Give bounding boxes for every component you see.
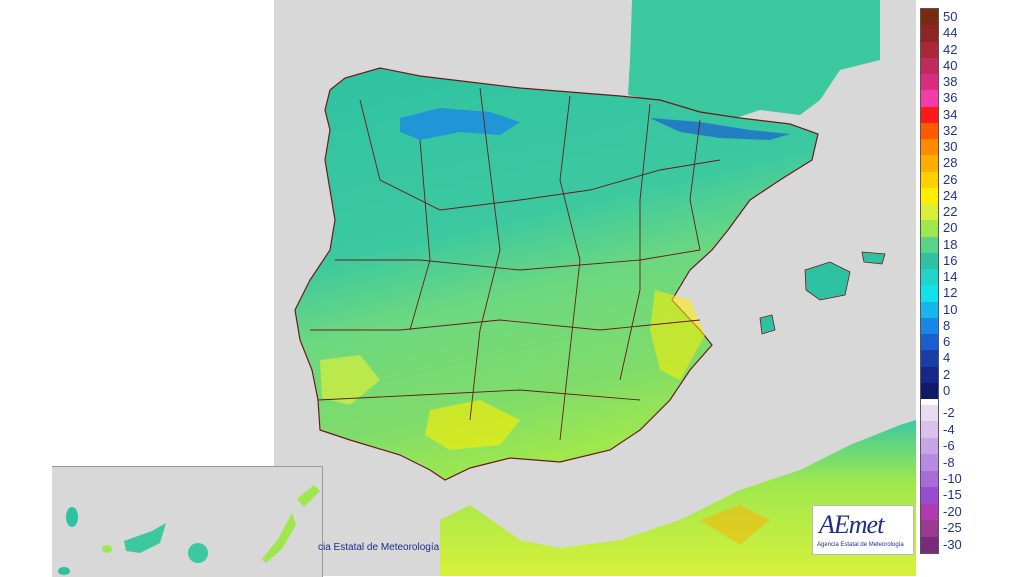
legend-label: 2 (943, 366, 951, 382)
legend-label: 26 (943, 171, 958, 187)
mallorca (804, 261, 851, 301)
map-canvas (294, 0, 916, 576)
legend-label: 10 (943, 301, 958, 317)
legend-swatch (921, 382, 938, 400)
legend-label: -10 (943, 471, 962, 486)
legend-swatch (921, 437, 938, 455)
legend-label: 16 (943, 252, 958, 268)
legend-label: 0 (943, 382, 951, 398)
legend-swatch (921, 74, 938, 91)
legend-separator (921, 399, 938, 405)
legend-label: 6 (943, 334, 951, 350)
legend-swatch (921, 503, 938, 521)
credit-text: cia Estatal de Meteorología (318, 542, 440, 553)
legend-label: 20 (943, 220, 958, 236)
legend-swatch (921, 334, 938, 351)
la-palma (66, 507, 78, 527)
legend-swatch (921, 405, 938, 422)
legend-label: 42 (943, 41, 958, 57)
legend-swatch (921, 285, 938, 302)
tenerife (124, 523, 166, 553)
legend-label: -20 (943, 503, 962, 519)
legend-label: 44 (943, 25, 958, 41)
legend-swatch (921, 366, 938, 384)
legend-swatch (921, 171, 938, 189)
temperature-map: 0° (274, 0, 916, 576)
legend-swatch (921, 139, 938, 156)
atlas-warm-spots (700, 505, 770, 545)
legend-swatch (921, 41, 938, 59)
legend-label: 8 (943, 317, 951, 333)
legend-label: 4 (943, 350, 951, 366)
france-landmass (628, 0, 880, 120)
legend-swatch (921, 220, 938, 237)
legend-label: 36 (943, 90, 958, 106)
legend-swatch (921, 317, 938, 335)
canary-islands-map (58, 485, 320, 575)
legend-label: 12 (943, 285, 958, 301)
warm-area-extremadura (320, 355, 380, 405)
legend-swatch (921, 106, 938, 124)
legend-swatch (921, 204, 938, 221)
menorca (861, 251, 886, 265)
logo-name: AEmet (819, 510, 884, 539)
legend-label: -25 (943, 520, 962, 536)
legend-label: 34 (943, 106, 958, 122)
legend-swatch (921, 269, 938, 286)
legend-label: 38 (943, 74, 958, 90)
warm-area-guadalquivir (425, 400, 520, 450)
legend-label: 32 (943, 122, 958, 138)
logo-caption: Agencia Estatal de Meteorología (817, 542, 904, 548)
legend-swatch (921, 487, 938, 505)
legend-label: -2 (943, 405, 955, 421)
province-borders (310, 87, 721, 441)
legend-swatch (921, 155, 938, 172)
legend-swatch (921, 236, 938, 254)
canary-islands-inset (52, 466, 323, 577)
lanzarote (297, 485, 320, 507)
color-legend-bar (920, 8, 939, 554)
legend-swatch (921, 9, 938, 26)
legend-label: 22 (943, 204, 958, 220)
legend-label: 40 (943, 57, 958, 73)
legend-swatch (921, 57, 938, 75)
warm-area-valencia (650, 290, 705, 380)
legend-label: 30 (943, 139, 958, 155)
la-gomera (102, 545, 112, 553)
legend-label: -6 (943, 438, 955, 454)
legend-swatch (921, 25, 938, 42)
legend-label: 24 (943, 187, 958, 203)
fuerteventura (262, 513, 296, 563)
legend-swatch (921, 520, 938, 538)
gran-canaria (188, 543, 208, 563)
pyrenees (650, 118, 790, 140)
ibiza (759, 314, 776, 335)
legend-swatch (921, 252, 938, 270)
legend-label: 18 (943, 236, 958, 252)
legend-label: -4 (943, 421, 955, 437)
iberian-peninsula (294, 67, 819, 481)
legend-swatch (921, 187, 938, 205)
legend-swatch (921, 350, 938, 367)
legend-label: -30 (943, 536, 962, 552)
legend-swatch (921, 470, 938, 488)
legend-swatch (921, 122, 938, 140)
legend-swatch (921, 90, 938, 107)
legend-swatch (921, 454, 938, 472)
cantabrian-mountains (400, 108, 520, 140)
north-africa (440, 420, 916, 576)
aemet-logo: AEmet Agencia Estatal de Meteorología (812, 505, 914, 555)
legend-label: 50 (943, 9, 958, 25)
legend-swatch (921, 421, 938, 439)
legend-label: -8 (943, 454, 955, 470)
legend-label: 14 (943, 269, 958, 285)
legend-swatch (921, 536, 938, 554)
el-hierro (58, 567, 70, 575)
legend-swatch (921, 301, 938, 319)
legend-label: -15 (943, 487, 962, 503)
legend-label: 28 (943, 155, 958, 171)
